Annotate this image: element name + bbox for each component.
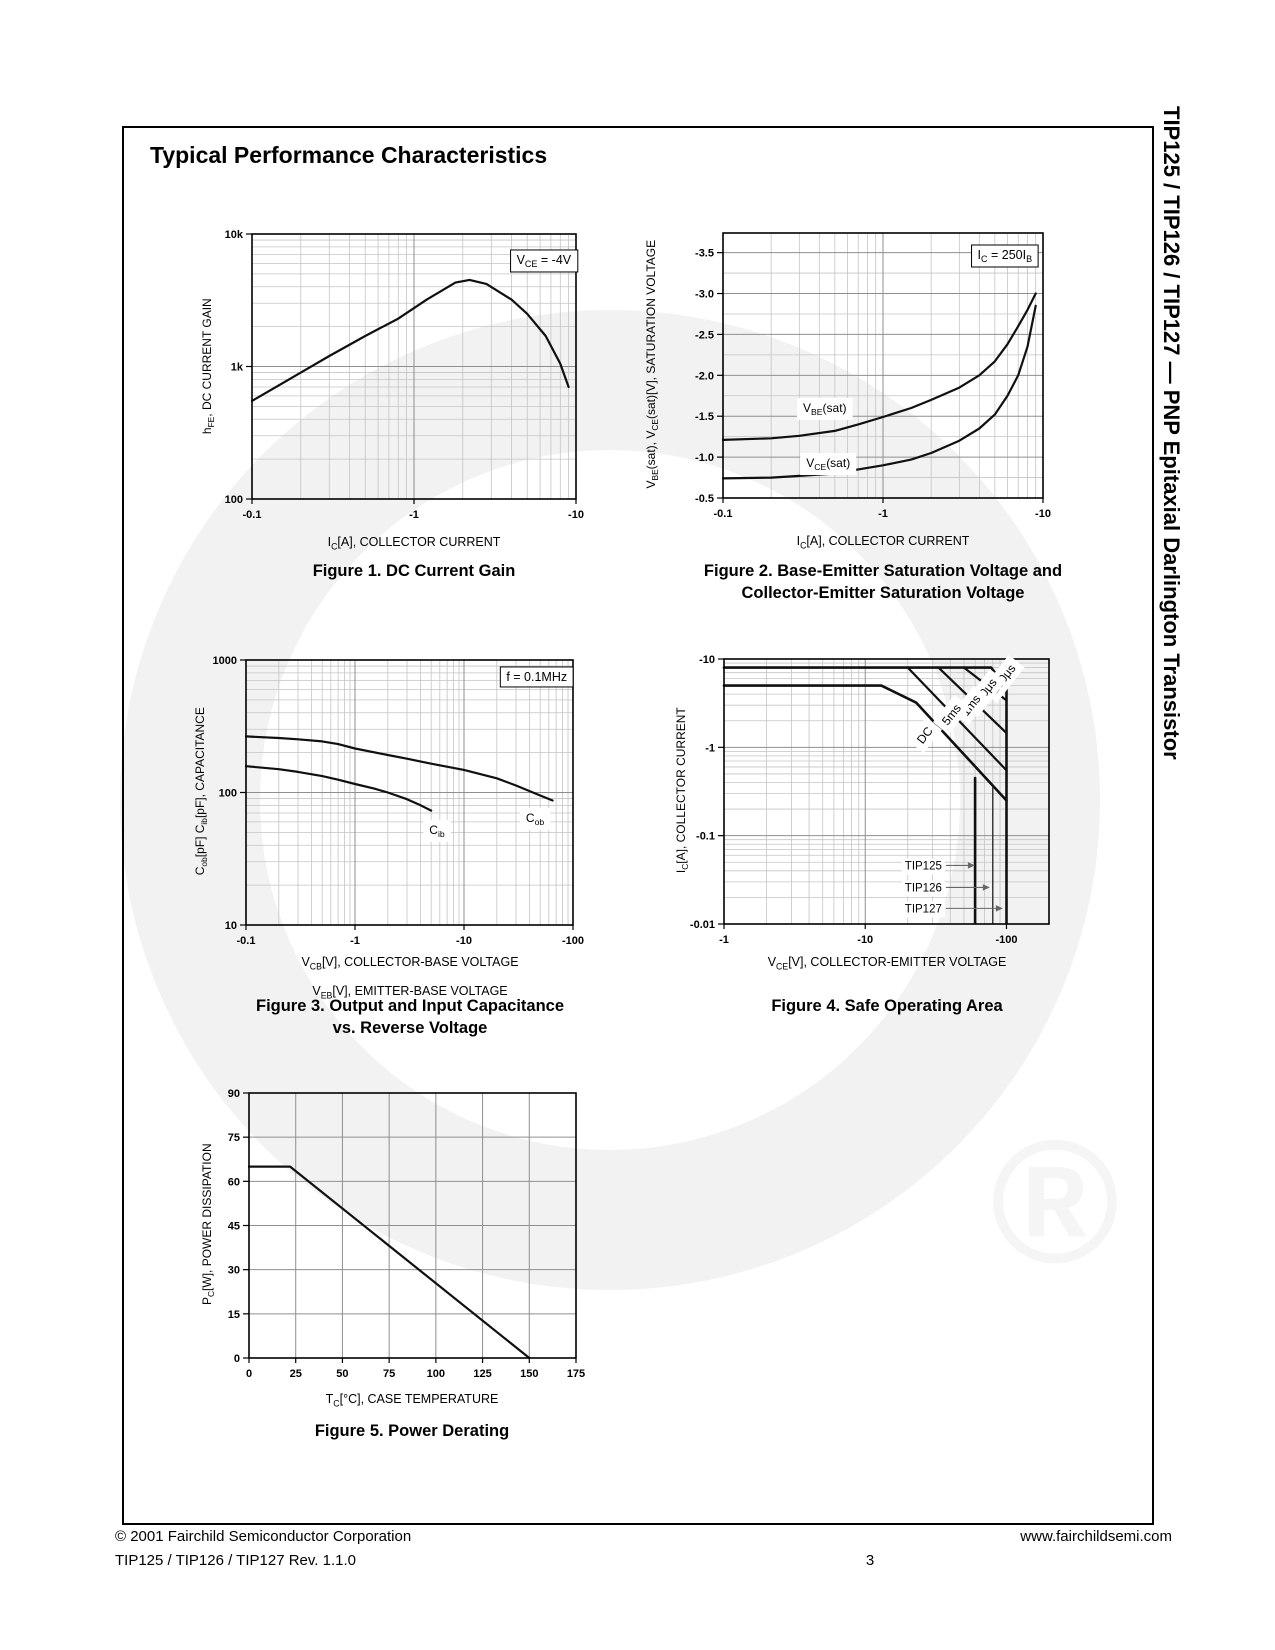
content-border-box (122, 126, 1154, 1525)
figure-3-caption-line: vs. Reverse Voltage (332, 1019, 488, 1037)
svg-text:VCE(sat): VCE(sat) (806, 456, 850, 472)
figure-2-caption-line: Figure 2. Base-Emitter Saturation Voltag… (703, 562, 1063, 580)
svg-text:-0.01: -0.01 (690, 919, 715, 931)
svg-text:0: 0 (246, 1368, 252, 1380)
svg-text:10k: 10k (225, 229, 244, 241)
svg-text:-0.1: -0.1 (714, 508, 733, 520)
figure-5-chart: 0 25 50 75 100 125 150 175 0 15 30 45 60 75 90 (201, 1081, 608, 1388)
sidebar-part-title: TIP125 / TIP126 / TIP127 — PNP Epitaxial… (1159, 106, 1184, 760)
figure-1-caption: Figure 1. DC Current Gain (164, 560, 664, 582)
svg-text:-10: -10 (568, 509, 584, 521)
svg-text:-0.1: -0.1 (243, 509, 262, 521)
watermark-swoosh (120, 310, 1100, 1290)
figure-2-caption: Figure 2. Base-Emitter Saturation Voltag… (633, 560, 1133, 604)
svg-text:1000: 1000 (213, 655, 237, 667)
figure-3-y-axis-label: Cob[pF] Cib[pF], CAPACITANCE (192, 707, 210, 876)
svg-text:-1: -1 (350, 935, 360, 947)
svg-text:75: 75 (228, 1132, 240, 1144)
svg-text:60: 60 (228, 1176, 240, 1188)
svg-text:VBE(sat): VBE(sat) (803, 401, 847, 417)
svg-text:-100: -100 (562, 935, 584, 947)
svg-text:-10: -10 (699, 654, 715, 666)
svg-text:50: 50 (336, 1368, 348, 1380)
svg-text:75: 75 (383, 1368, 395, 1380)
figure-4-chart: -1 -10 -100 -0.01 -0.1 -1 -10 100μs 500μs 1ms 5ms D… (676, 647, 1081, 954)
svg-text:TIP127: TIP127 (905, 903, 942, 915)
figure-4-caption-line: Figure 4. Safe Operating Area (771, 997, 1003, 1015)
svg-text:-2.5: -2.5 (695, 329, 714, 341)
svg-text:-0.5: -0.5 (695, 493, 714, 505)
svg-text:-3.5: -3.5 (695, 248, 714, 260)
svg-text:-1: -1 (705, 742, 715, 754)
figure-4-y-axis-label: IC[A], COLLECTOR CURRENT (673, 707, 691, 874)
figure-1-chart: -0.1 -1 -10 100 1k 10k VCE = -4V (204, 222, 608, 529)
svg-text:-10: -10 (857, 934, 873, 946)
svg-text:175: 175 (567, 1368, 585, 1380)
svg-text:VCE = -4V: VCE = -4V (517, 253, 572, 269)
figure-5-y-axis-label: PC[W], POWER DISSIPATION (199, 1143, 217, 1306)
figure-4-x-axis-label: VCE[V], COLLECTOR-EMITTER VOLTAGE (767, 955, 1007, 972)
registered-trademark-icon: ® (991, 1105, 1120, 1300)
svg-text:f = 0.1MHz: f = 0.1MHz (506, 670, 567, 684)
svg-text:-1: -1 (409, 509, 419, 521)
svg-text:150: 150 (520, 1368, 538, 1380)
figure-2-caption-line: Collector-Emitter Saturation Voltage (741, 584, 1025, 602)
svg-text:-100: -100 (995, 934, 1017, 946)
figure-3-x-axis-label: VCB[V], COLLECTOR-BASE VOLTAGE VEB[V], E… (210, 950, 610, 1007)
svg-text:-1.5: -1.5 (695, 411, 714, 423)
figure-2-y-axis-label: VBE(sat), VCE(sat)[V], SATURATION VOLTAG… (643, 239, 661, 489)
svg-text:45: 45 (228, 1221, 240, 1233)
svg-text:-3.0: -3.0 (695, 289, 714, 301)
figure-1-caption-line: Figure 1. DC Current Gain (312, 562, 516, 580)
svg-text:100: 100 (219, 788, 237, 800)
figure-3-caption: Figure 3. Output and Input Capacitance v… (160, 995, 660, 1039)
svg-text:125: 125 (473, 1368, 491, 1380)
figure-3-x-axis-label-line2: VEB[V], EMITTER-BASE VOLTAGE (312, 983, 508, 1001)
footer-website-link: www.fairchildsemi.com (1020, 1528, 1172, 1545)
svg-text:100: 100 (427, 1368, 445, 1380)
svg-text:90: 90 (228, 1088, 240, 1100)
svg-text:-0.1: -0.1 (237, 935, 256, 947)
svg-text:-10: -10 (1035, 508, 1051, 520)
svg-text:0: 0 (234, 1353, 240, 1365)
figure-5-caption-line: Figure 5. Power Derating (314, 1422, 510, 1440)
svg-text:-1: -1 (878, 508, 888, 520)
figure-5-x-axis-label: TC[°C], CASE TEMPERATURE (325, 1392, 499, 1409)
figure-2-chart: -0.1 -1 -10 -0.5 -1.0 -1.5 -2.0 -2.5 -3.0 -3.5 IC … (675, 221, 1075, 528)
svg-text:IC = 250IB: IC = 250IB (978, 248, 1033, 264)
svg-text:-10: -10 (456, 935, 472, 947)
svg-text:25: 25 (290, 1368, 302, 1380)
svg-text:TIP126: TIP126 (905, 882, 942, 894)
svg-text:-1.0: -1.0 (695, 452, 714, 464)
svg-text:1k: 1k (231, 362, 244, 374)
svg-text:30: 30 (228, 1265, 240, 1277)
footer-copyright: © 2001 Fairchild Semiconductor Corporati… (115, 1528, 412, 1545)
figure-3-caption-line: Figure 3. Output and Input Capacitance (255, 997, 565, 1015)
svg-text:10: 10 (225, 920, 237, 932)
figure-3-x-axis-label-line1: VCB[V], COLLECTOR-BASE VOLTAGE (301, 955, 519, 972)
svg-text:-1: -1 (719, 934, 729, 946)
footer-page-number: 3 (865, 1552, 875, 1569)
figure-4-caption: Figure 4. Safe Operating Area (637, 995, 1137, 1017)
figure-3-chart: -0.1 -1 -10 -100 10 100 1000 f = 0.1MHz Cib Cob (198, 648, 605, 955)
figure-5-caption: Figure 5. Power Derating (162, 1420, 662, 1442)
svg-text:100: 100 (225, 494, 243, 506)
svg-text:15: 15 (228, 1309, 240, 1321)
page-title: Typical Performance Characteristics (150, 142, 548, 168)
svg-text:TIP125: TIP125 (905, 860, 942, 872)
figure-1-y-axis-label: hFE, DC CURRENT GAIN (199, 298, 217, 435)
svg-text:-2.0: -2.0 (695, 370, 714, 382)
svg-text:Cib: Cib (429, 823, 445, 839)
footer-revision: TIP125 / TIP126 / TIP127 Rev. 1.1.0 (115, 1552, 356, 1569)
figure-1-x-axis-label: IC[A], COLLECTOR CURRENT (327, 535, 501, 552)
svg-text:Cob: Cob (526, 811, 544, 827)
figure-2-x-axis-label: IC[A], COLLECTOR CURRENT (796, 534, 970, 551)
svg-text:-0.1: -0.1 (696, 831, 715, 843)
